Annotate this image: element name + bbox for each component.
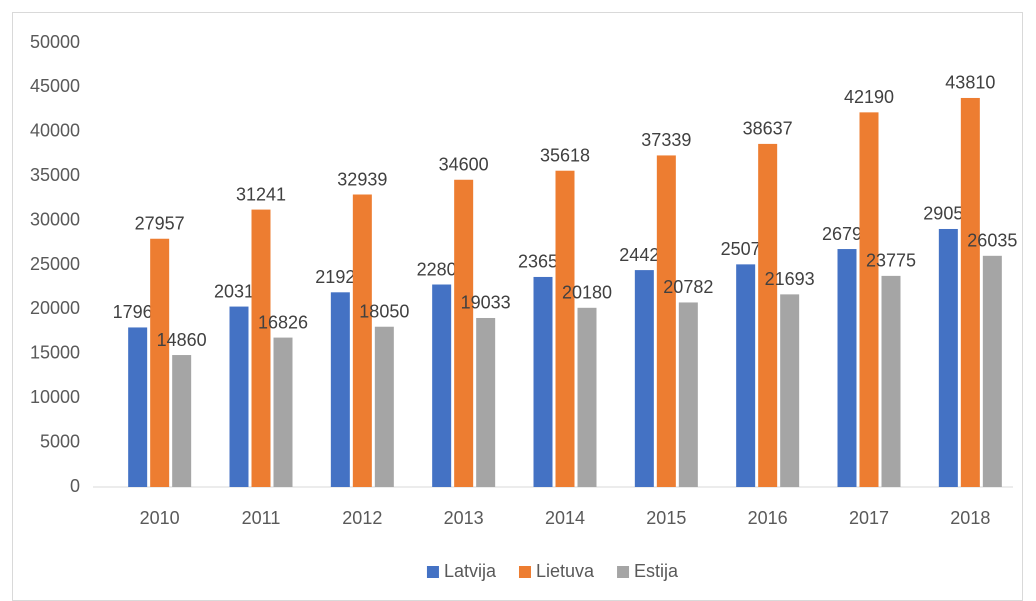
- data-label: 14860: [157, 330, 207, 350]
- data-label: 42190: [844, 87, 894, 107]
- data-label: 35618: [540, 145, 590, 165]
- bar: [229, 306, 249, 487]
- y-tick-label: 50000: [30, 32, 80, 52]
- y-tick-label: 25000: [30, 254, 80, 274]
- legend-swatch: [617, 566, 630, 578]
- y-tick-label: 20000: [30, 298, 80, 318]
- bar: [330, 292, 350, 487]
- bar: [758, 143, 778, 487]
- y-tick-label: 40000: [30, 121, 80, 141]
- bar: [837, 249, 857, 487]
- bar: [634, 270, 654, 487]
- x-tick-label: 2010: [140, 508, 180, 528]
- bar: [859, 112, 879, 488]
- bar: [881, 275, 901, 487]
- data-label: 43810: [945, 73, 995, 93]
- y-tick-label: 5000: [40, 431, 80, 451]
- y-tick-label: 0: [70, 476, 80, 496]
- y-tick-label: 15000: [30, 343, 80, 363]
- legend-swatch: [518, 566, 531, 578]
- legend-label: Lietuva: [536, 561, 595, 581]
- data-label: 32939: [337, 169, 387, 189]
- x-tick-label: 2011: [242, 508, 281, 528]
- x-tick-label: 2018: [950, 508, 990, 528]
- bar: [352, 194, 372, 487]
- x-tick-label: 2015: [646, 508, 686, 528]
- data-label: 23775: [866, 251, 916, 271]
- bar: [150, 238, 170, 487]
- bar: [172, 355, 192, 487]
- bar: [454, 179, 474, 487]
- x-tick-label: 2012: [342, 508, 382, 528]
- x-tick-label: 2017: [849, 508, 889, 528]
- bar: [736, 264, 756, 487]
- bar: [555, 170, 575, 487]
- data-label: 18050: [359, 301, 409, 321]
- bar: [656, 155, 676, 487]
- legend-swatch: [426, 566, 439, 578]
- legend-label: Latvija: [444, 561, 497, 581]
- data-label: 20782: [663, 277, 713, 297]
- bar: [678, 302, 698, 487]
- bar: [533, 276, 553, 487]
- x-tick-label: 2013: [444, 508, 484, 528]
- data-label: 38637: [743, 119, 793, 139]
- bar: [577, 307, 597, 487]
- y-tick-label: 45000: [30, 76, 80, 96]
- x-tick-label: 2014: [545, 508, 585, 528]
- legend-label: Estija: [634, 561, 679, 581]
- data-label: 37339: [641, 130, 691, 150]
- data-label: 21693: [765, 269, 815, 289]
- x-tick-label: 2016: [748, 508, 788, 528]
- bar: [374, 326, 394, 487]
- data-label: 26035: [967, 231, 1017, 251]
- y-tick-label: 30000: [30, 209, 80, 229]
- bar: [476, 317, 496, 487]
- bar: [273, 337, 293, 487]
- data-label: 27957: [135, 213, 185, 233]
- y-tick-label: 10000: [30, 387, 80, 407]
- data-label: 16826: [258, 312, 308, 332]
- data-label: 34600: [439, 155, 489, 175]
- bar: [780, 294, 800, 487]
- data-label: 20180: [562, 283, 612, 303]
- data-label: 31241: [236, 184, 286, 204]
- y-tick-label: 35000: [30, 165, 80, 185]
- data-label: 19033: [461, 293, 511, 313]
- bar: [251, 209, 271, 487]
- bar: [938, 228, 958, 487]
- bar: [960, 97, 980, 488]
- bar: [128, 327, 148, 487]
- bar: [432, 284, 452, 487]
- bar: [982, 255, 1002, 487]
